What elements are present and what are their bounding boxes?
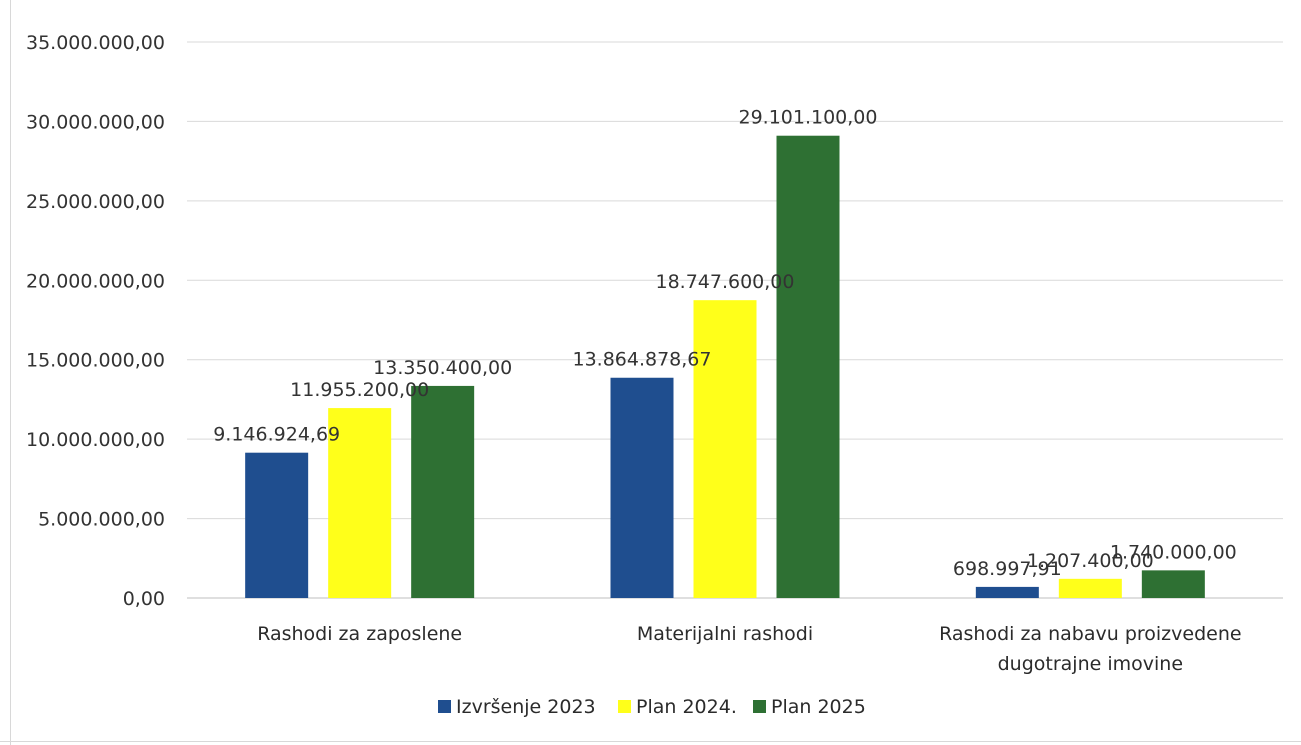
y-tick-label: 15.000.000,00	[26, 350, 165, 372]
category-label: Materijalni rashodi	[637, 623, 813, 645]
y-axis: 0,00 5.000.000,00 10.000.000,00 15.000.000,…	[26, 32, 165, 610]
frame-bottom-border	[0, 741, 1301, 742]
data-label: 13.864.878,67	[572, 349, 711, 371]
legend-swatch	[618, 700, 631, 713]
category-label: Rashodi za nabavu proizvedene	[939, 623, 1242, 645]
y-tick-label: 5.000.000,00	[38, 509, 165, 531]
data-label: 9.146.924,69	[213, 424, 340, 446]
data-label: 1.207.400,00	[1027, 550, 1154, 572]
data-label: 698.997,91	[953, 558, 1062, 580]
y-tick-label: 20.000.000,00	[26, 270, 165, 292]
data-label: 18.747.600,00	[655, 271, 794, 293]
legend: Izvršenje 2023 Plan 2024. Plan 2025	[438, 696, 866, 718]
bar	[411, 385, 475, 598]
bar	[1058, 578, 1122, 598]
bar	[776, 135, 840, 598]
y-tick-label: 0,00	[123, 588, 165, 610]
bar	[693, 300, 757, 598]
bar	[1141, 570, 1205, 598]
bar	[610, 377, 674, 598]
legend-swatch	[753, 700, 766, 713]
x-axis: Rashodi za zaposlene Materijalni rashodi R…	[257, 623, 1241, 675]
y-tick-label: 10.000.000,00	[26, 429, 165, 451]
frame-left-border	[10, 0, 11, 745]
y-tick-label: 25.000.000,00	[26, 191, 165, 213]
legend-swatch	[438, 700, 451, 713]
data-label: 29.101.100,00	[738, 107, 877, 129]
y-tick-label: 30.000.000,00	[26, 111, 165, 133]
data-label: 13.350.400,00	[373, 357, 512, 379]
legend-label: Plan 2024.	[636, 696, 737, 718]
category-label: Rashodi za zaposlene	[257, 623, 462, 645]
category-label: dugotrajne imovine	[998, 653, 1183, 675]
bar	[975, 586, 1039, 598]
data-label: 11.955.200,00	[290, 379, 429, 401]
bar	[328, 408, 392, 598]
legend-label: Izvršenje 2023	[456, 696, 596, 718]
bar	[245, 452, 309, 598]
y-tick-label: 35.000.000,00	[26, 32, 165, 54]
legend-label: Plan 2025	[771, 696, 866, 718]
data-label: 1.740.000,00	[1110, 541, 1237, 563]
bars	[245, 135, 1205, 598]
